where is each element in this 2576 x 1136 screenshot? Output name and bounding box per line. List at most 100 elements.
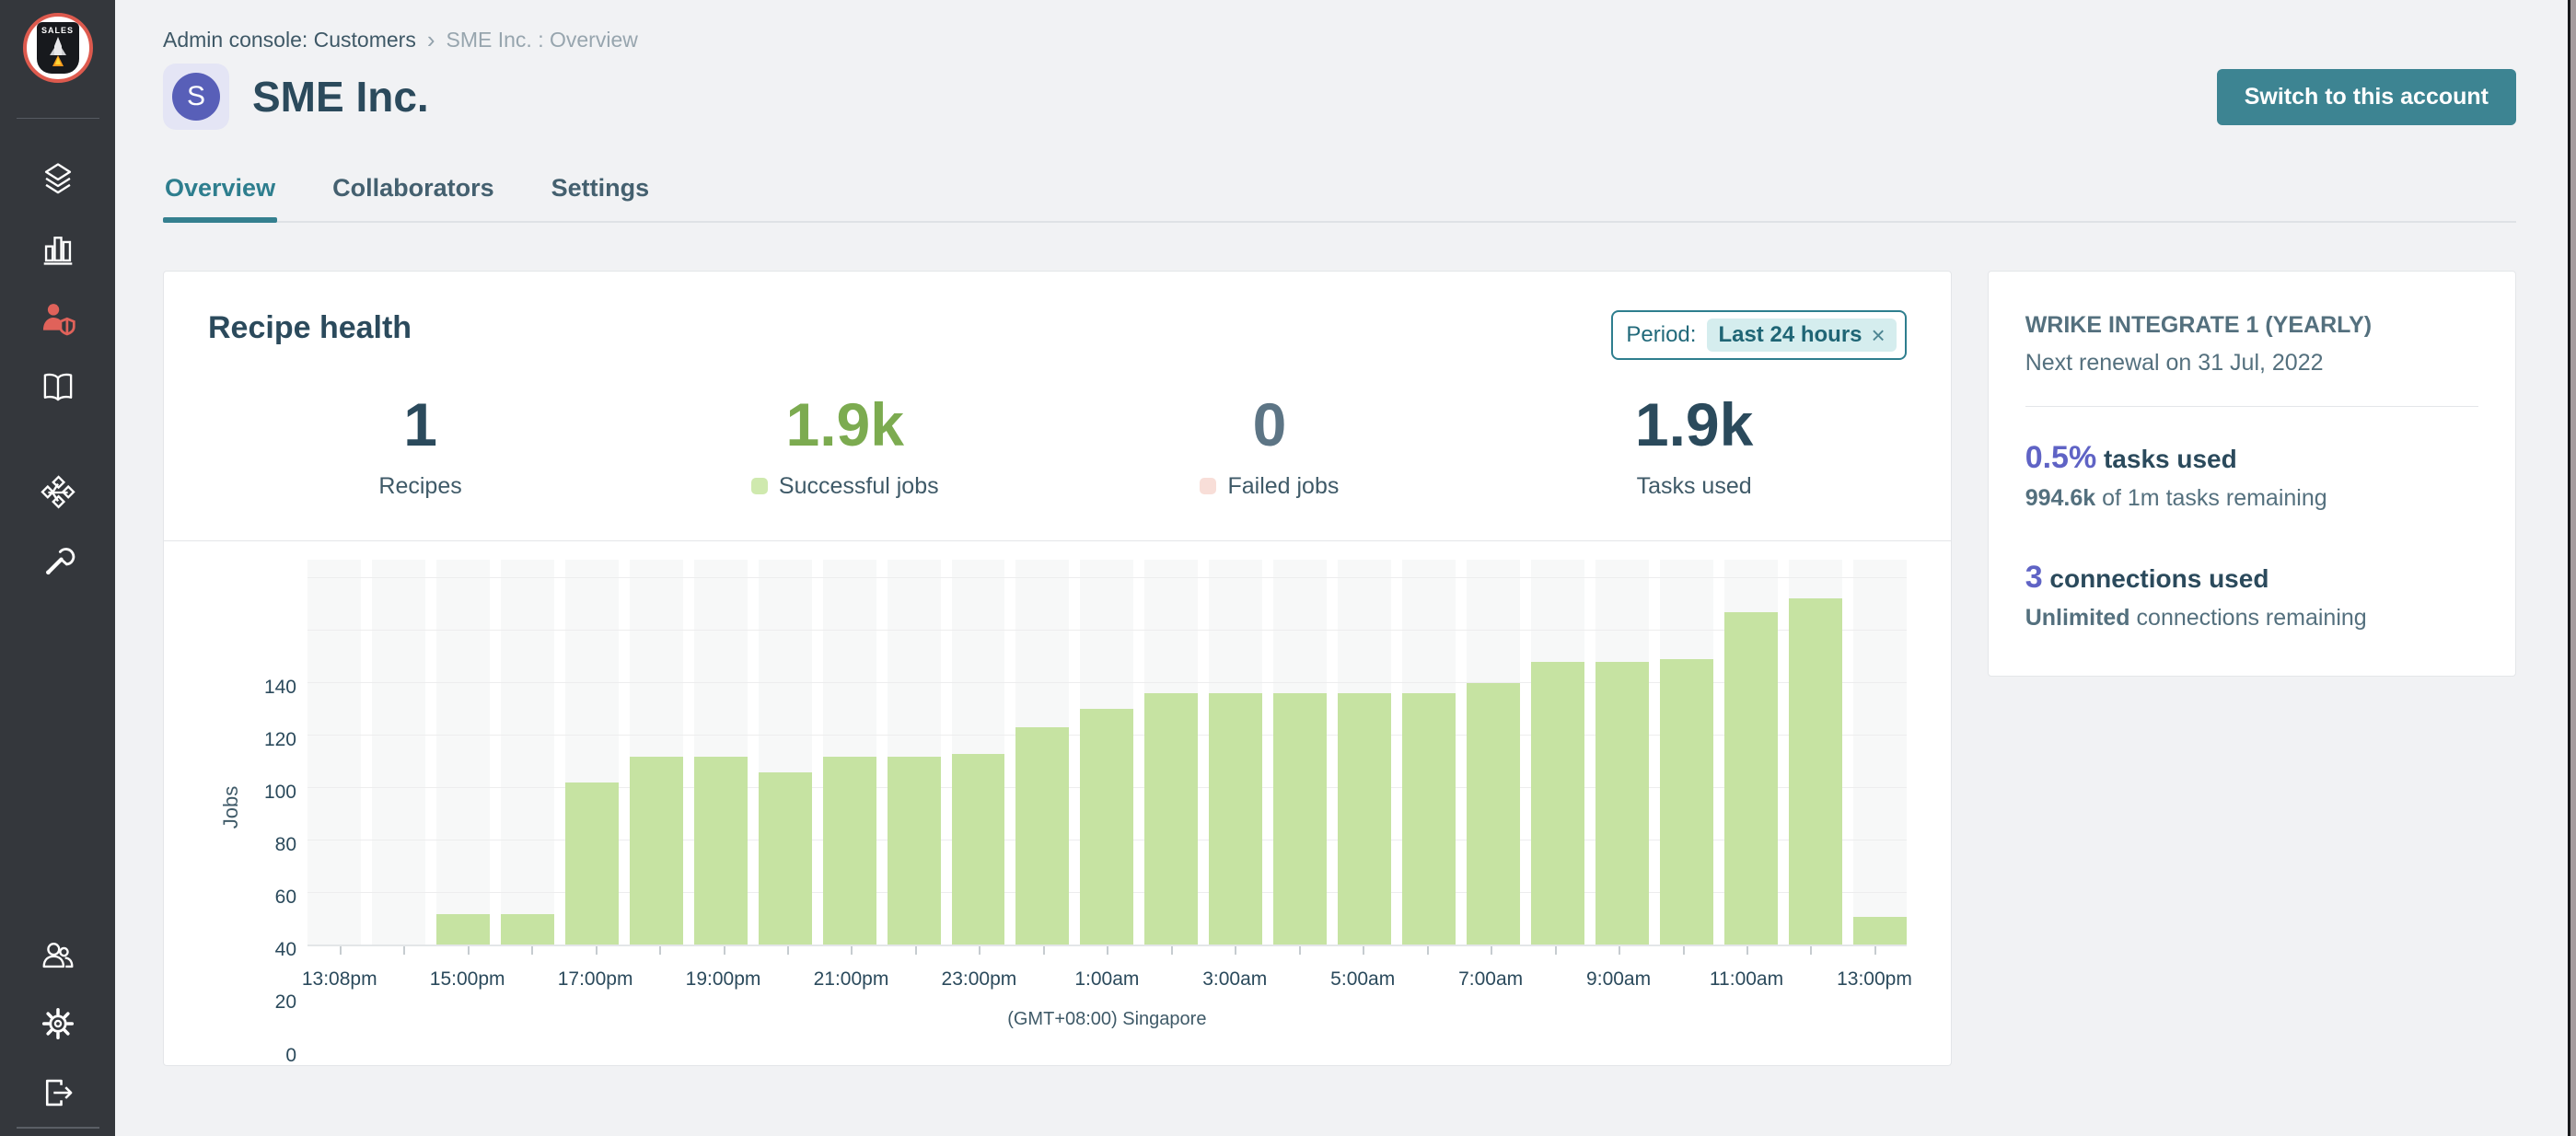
y-tick-label: 100 [263, 781, 296, 803]
bar-successful-jobs[interactable] [1402, 693, 1456, 946]
bar-successful-jobs[interactable] [951, 754, 1005, 946]
bar-successful-jobs[interactable] [1595, 662, 1650, 946]
chart-slot [307, 559, 361, 946]
bar-successful-jobs[interactable] [629, 756, 683, 946]
bar-successful-jobs[interactable] [1467, 682, 1521, 946]
stat-successful-jobs: 1.9k Successful jobs [632, 391, 1057, 500]
y-tick-label: 80 [274, 834, 296, 856]
sidebar-nav [0, 145, 115, 596]
sidebar-item-logout[interactable] [0, 1058, 115, 1127]
plan-renewal: Next renewal on 31 Jul, 2022 [2025, 350, 2324, 376]
tab-settings[interactable]: Settings [551, 174, 650, 202]
customer-avatar: S [163, 64, 229, 130]
x-tick-mark [1235, 945, 1237, 955]
x-tick-mark [1170, 945, 1173, 955]
bar-successful-jobs[interactable] [1273, 693, 1328, 946]
stat-label: Tasks used [1637, 473, 1752, 500]
switch-account-button[interactable]: Switch to this account [2216, 69, 2516, 125]
x-tick-mark [531, 945, 534, 955]
tab-collaborators[interactable]: Collaborators [332, 174, 494, 202]
sidebar-item-assets[interactable] [0, 145, 115, 214]
chart-slot [1338, 559, 1392, 946]
bar-successful-jobs[interactable] [1015, 727, 1070, 946]
bar-successful-jobs[interactable] [822, 756, 876, 946]
stat-label: Successful jobs [750, 473, 939, 500]
sidebar-bottom-nav [0, 920, 115, 1136]
bar-successful-jobs[interactable] [1723, 611, 1778, 946]
bar-successful-jobs[interactable] [887, 756, 941, 946]
chart-slot [758, 559, 812, 946]
bar-successful-jobs[interactable] [1788, 598, 1842, 946]
recipe-health-title: Recipe health [208, 310, 412, 345]
stats-row: 1 Recipes 1.9k Successful jobs 0 Failed jobs 1… [208, 391, 1907, 500]
x-tick-label: 17:00pm [557, 968, 633, 990]
chart-slot [1080, 559, 1134, 946]
bar-successful-jobs[interactable] [1531, 662, 1585, 946]
y-tick-label: 60 [274, 887, 296, 909]
chart-slot [1015, 559, 1070, 946]
x-axis-tick-marks [307, 945, 1907, 956]
sidebar-item-team[interactable] [0, 920, 115, 989]
chart-slot [1595, 559, 1650, 946]
x-tick-label: 13:00pm [1837, 968, 1912, 990]
bar-successful-jobs[interactable] [758, 772, 812, 946]
tab-overview[interactable]: Overview [163, 165, 278, 223]
x-tick-mark [1682, 945, 1685, 955]
sidebar-item-tools[interactable] [0, 527, 115, 596]
bar-successful-jobs[interactable] [564, 782, 619, 946]
chart-slot [951, 559, 1005, 946]
tasks-used-percent: 0.5% [2025, 440, 2097, 475]
bar-successful-jobs[interactable] [1209, 693, 1263, 946]
workspace-logo[interactable]: SALES [22, 13, 93, 83]
chart-slot [1788, 559, 1842, 946]
main-content: Admin console: Customers › SME Inc. : Ov… [115, 0, 2569, 1136]
chart-slot [1273, 559, 1328, 946]
book-icon [43, 373, 72, 400]
x-tick-mark [851, 945, 853, 955]
sidebar-divider [16, 118, 99, 119]
y-tick-label: 40 [274, 939, 296, 961]
bar-successful-jobs[interactable] [1144, 693, 1199, 946]
sidebar-item-admin-console[interactable] [0, 283, 115, 352]
logout-icon [45, 1079, 72, 1106]
sidebar-item-settings[interactable] [0, 989, 115, 1058]
plot-area [307, 559, 1907, 946]
sidebar-item-dashboard[interactable] [0, 214, 115, 283]
x-tick-mark [1874, 945, 1876, 955]
x-axis-labels: 13:08pm 15:00pm 17:00pm 19:00pm 21:00pm 23:00… [302, 968, 1912, 996]
breadcrumb-parent-link[interactable]: Admin console: Customers [163, 28, 416, 52]
bar-successful-jobs[interactable] [1852, 917, 1907, 946]
y-tick-label: 120 [263, 728, 296, 750]
x-tick-mark [1298, 945, 1301, 955]
bar-successful-jobs[interactable] [1660, 659, 1713, 946]
x-tick-label: 23:00pm [941, 968, 1017, 990]
period-filter[interactable]: Period: Last 24 hours × [1611, 310, 1907, 360]
bar-successful-jobs[interactable] [1338, 693, 1392, 946]
stat-tasks-used: 1.9k Tasks used [1482, 391, 1907, 500]
sidebar-item-library[interactable] [0, 352, 115, 421]
bar-successful-jobs[interactable] [500, 914, 554, 946]
connections-remaining-rest: connections remaining [2136, 605, 2367, 631]
page-header: S SME Inc. Switch to this account [163, 64, 2516, 130]
bar-successful-jobs[interactable] [1080, 709, 1134, 946]
x-tick-mark [1619, 945, 1621, 955]
sidebar-item-integrations[interactable] [0, 458, 115, 527]
bar-successful-jobs[interactable] [693, 756, 748, 946]
period-chip[interactable]: Last 24 hours × [1707, 319, 1897, 352]
x-tick-label: 19:00pm [685, 968, 761, 990]
x-tick-label: 7:00am [1458, 968, 1524, 990]
period-chip-remove-icon[interactable]: × [1871, 321, 1886, 349]
card-divider [164, 539, 1951, 541]
tasks-remaining-value: 994.6k [2025, 485, 2096, 511]
bar-successful-jobs[interactable] [435, 914, 490, 946]
chart-slot [1467, 559, 1521, 946]
user-shield-icon [42, 303, 75, 335]
x-tick-mark [1554, 945, 1557, 955]
chart-slot [1402, 559, 1456, 946]
stat-recipes: 1 Recipes [208, 391, 632, 500]
chart-slot [1144, 559, 1199, 946]
page-title: SME Inc. [252, 73, 429, 121]
x-tick-mark [595, 945, 598, 955]
x-tick-mark [659, 945, 662, 955]
